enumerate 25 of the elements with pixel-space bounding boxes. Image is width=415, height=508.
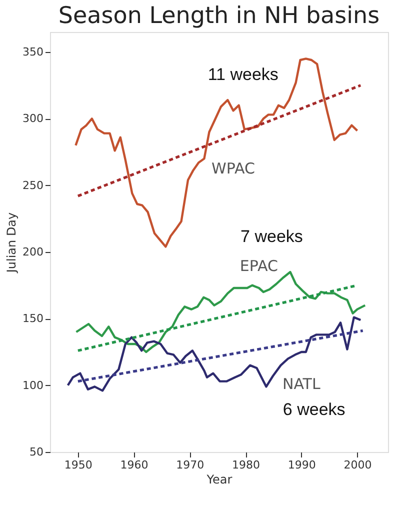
y-axis-title: Julian Day [4, 212, 19, 274]
x-tick-label: 1990 [288, 458, 316, 472]
series-label: EPAC [240, 257, 278, 275]
y-tick-label: 50 [30, 446, 44, 458]
annotation: 6 weeks [282, 400, 346, 419]
chart-title: Season Length in NH basins [58, 3, 380, 29]
series-label: WPAC [212, 160, 255, 178]
x-tick-label: 1950 [64, 458, 92, 472]
annotation: 7 weeks [240, 227, 303, 246]
x-tick-label: 1960 [120, 458, 148, 472]
series-label: NATL [282, 375, 321, 393]
y-tick-label: 300 [22, 112, 44, 126]
y-tick-label: 350 [22, 46, 44, 58]
x-axis-title: Year [206, 472, 232, 486]
line-series [66, 316, 362, 392]
x-tick-label: 1970 [176, 458, 204, 472]
y-tick-label: 100 [22, 378, 44, 392]
y-tick-label: 250 [22, 178, 44, 192]
line-series [75, 270, 366, 354]
x-tick-label: 1980 [232, 458, 260, 472]
x-tick-label: 2000 [344, 458, 372, 472]
y-tick-label: 200 [22, 246, 44, 258]
y-tick-label: 150 [22, 312, 44, 326]
line-series [74, 58, 358, 248]
annotation: 11 weeks [208, 65, 278, 84]
